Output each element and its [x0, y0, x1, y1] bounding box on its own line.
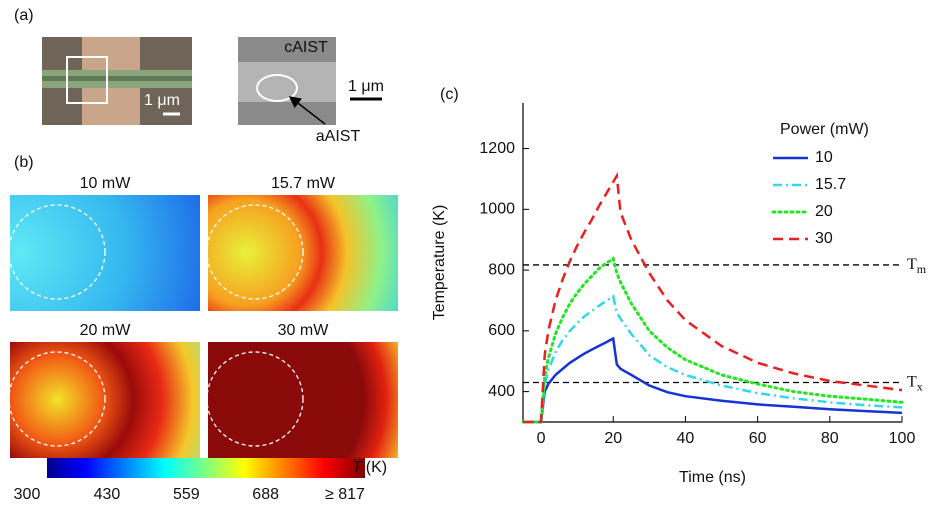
x-tick-label: 20 — [604, 430, 622, 447]
reference-label: Tx — [907, 373, 923, 393]
map-title: 20 mW — [80, 322, 132, 339]
amorphous-outline — [206, 204, 304, 300]
colorbar-tick-label: 300 — [14, 486, 41, 503]
map-title: 30 mW — [278, 322, 330, 339]
legend-label: 20 — [815, 203, 833, 220]
amorphous-outline — [8, 204, 106, 300]
panel-label: (a) — [14, 7, 34, 24]
series-line — [523, 336, 903, 424]
y-tick-label: 1200 — [479, 140, 515, 157]
colorbar-tick-label: ≥ 817 — [325, 486, 365, 503]
x-tick-label: 0 — [537, 430, 546, 447]
colorbar — [47, 458, 365, 478]
sem-image — [238, 37, 382, 125]
scale-label: 1 μm — [144, 92, 180, 109]
legend-label: 10 — [815, 149, 833, 166]
x-axis-label: Time (ns) — [679, 469, 746, 486]
phase-label: aAIST — [316, 128, 361, 145]
unit: (K) — [366, 459, 387, 476]
symbol: T — [907, 373, 917, 390]
map-title: 10 mW — [80, 175, 132, 192]
phase-label: cAIST — [284, 39, 328, 56]
subscript: m — [917, 262, 927, 276]
legend-title: Power (mW) — [780, 121, 869, 138]
amorphous-outline — [8, 351, 106, 447]
map-title: 15.7 mW — [271, 175, 336, 192]
y-tick-label: 400 — [488, 383, 515, 400]
symbol: T — [352, 459, 363, 476]
optical-image — [42, 37, 192, 125]
y-tick-label: 1000 — [479, 201, 515, 218]
scale-label: 1 μm — [348, 78, 384, 95]
colorbar-tick-label: 430 — [94, 486, 121, 503]
x-tick-label: 100 — [889, 430, 916, 447]
heatmaps — [8, 195, 398, 458]
reference-label: Tm — [907, 256, 927, 276]
panel-label: (c) — [440, 86, 459, 103]
colorbar-label: T (K) — [352, 459, 387, 476]
colorbar-tick-label: 688 — [252, 486, 279, 503]
y-axis-label: Temperature (K) — [431, 205, 448, 321]
amorphous-outline — [206, 351, 304, 447]
colorbar-tick-label: 559 — [173, 486, 200, 503]
subscript: x — [917, 379, 923, 393]
x-tick-label: 80 — [821, 430, 839, 447]
x-tick-label: 60 — [749, 430, 767, 447]
legend-label: 15.7 — [815, 176, 846, 193]
y-tick-label: 600 — [488, 322, 515, 339]
series-line — [523, 171, 903, 424]
series-line — [521, 256, 904, 424]
y-tick-label: 800 — [488, 261, 515, 278]
panel-label: (b) — [14, 154, 34, 171]
symbol: T — [907, 256, 917, 273]
series-line — [523, 294, 903, 424]
x-tick-label: 40 — [677, 430, 695, 447]
legend-label: 30 — [815, 230, 833, 247]
